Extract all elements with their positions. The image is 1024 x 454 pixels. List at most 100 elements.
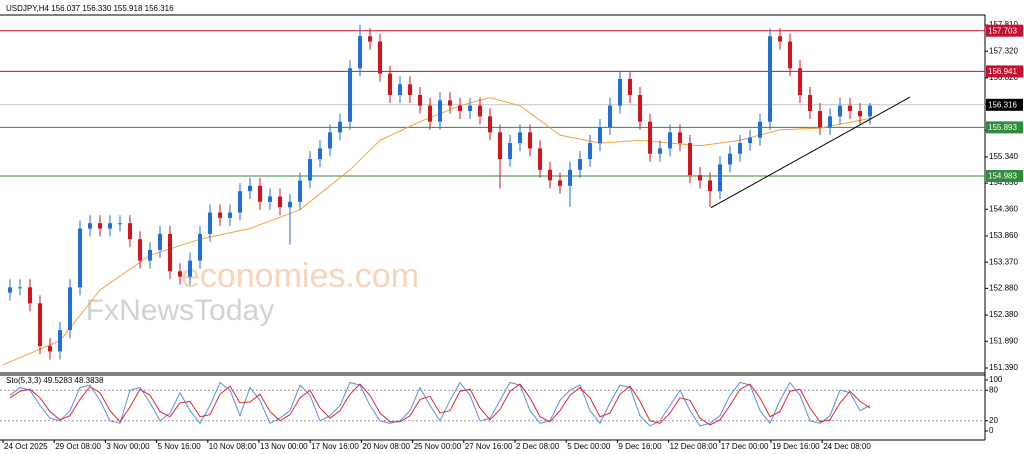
candle-body (48, 346, 52, 352)
candle-body (428, 105, 432, 122)
y-tick-label: 100 (989, 375, 1003, 384)
y-tick-label: 157.320 (989, 46, 1018, 55)
candle-body (208, 212, 212, 234)
candle-body (278, 196, 282, 208)
candle-body (748, 137, 752, 144)
candle-body (688, 143, 692, 176)
y-tick-label: 152.380 (989, 310, 1018, 319)
candle-body (478, 105, 482, 117)
candle-body (628, 78, 632, 95)
watermark: economies.com (181, 257, 419, 295)
candle-body (778, 36, 782, 42)
y-tick-label: 154.850 (989, 178, 1018, 187)
candle-body (268, 196, 272, 202)
level-tag (986, 98, 1023, 111)
level-tag (986, 24, 1023, 37)
candle-body (548, 169, 552, 181)
candle-body (298, 180, 302, 202)
candle-body (828, 116, 832, 128)
candle-body (398, 84, 402, 95)
candle-body (458, 105, 462, 112)
candle-body (408, 84, 412, 95)
candle-body (788, 41, 792, 69)
candle-body (468, 105, 472, 112)
candle-body (848, 105, 852, 112)
candle-body (188, 260, 192, 277)
candle-body (168, 233, 172, 272)
x-tick-label: 25 Nov 00:00 (414, 442, 462, 451)
candle-body (28, 287, 32, 304)
candle-body (838, 105, 842, 117)
y-tick-label: 155.340 (989, 152, 1018, 161)
candle-body (518, 132, 522, 144)
candle-body (498, 132, 502, 160)
level-tag (986, 121, 1023, 134)
candle-body (98, 223, 102, 229)
x-tick-label: 13 Nov 00:00 (260, 442, 308, 451)
stochastic-line (9, 381, 871, 427)
candle-body (618, 78, 622, 106)
candle-body (228, 212, 232, 218)
candle-body (708, 180, 712, 192)
candle-body (588, 143, 592, 160)
candle-body (148, 249, 152, 261)
x-tick-label: 3 Nov 00:00 (106, 442, 150, 451)
candle-body (58, 330, 62, 352)
watermark: FxNewsToday (86, 294, 274, 327)
candle-body (448, 100, 452, 106)
level-tag-label: 154.983 (988, 172, 1017, 181)
level-tag-label: 155.893 (988, 123, 1017, 132)
y-tick-label: 156.820 (989, 73, 1018, 82)
x-tick-label: 20 Nov 08:00 (362, 442, 410, 451)
candle-body (88, 223, 92, 229)
x-tick-label: 24 Dec 08:00 (823, 442, 871, 451)
candle-body (438, 100, 442, 122)
candle-body (568, 169, 572, 186)
candle-body (678, 132, 682, 144)
y-tick-label: 152.880 (989, 283, 1018, 292)
indicator-title: Sto(5,3,3) 49.5283 48.3838 (6, 376, 104, 385)
candle-body (608, 105, 612, 128)
candle-body (308, 159, 312, 181)
candle-body (78, 228, 82, 288)
candle-body (138, 239, 142, 261)
x-tick-label: 17 Dec 00:00 (721, 442, 769, 451)
candle-body (338, 121, 342, 133)
candle-body (378, 41, 382, 74)
x-tick-label: 17 Nov 16:00 (311, 442, 359, 451)
candle-body (198, 233, 202, 261)
trendline (710, 96, 911, 209)
x-tick-label: 5 Dec 00:00 (567, 442, 611, 451)
candle-body (728, 153, 732, 165)
level-tag (986, 65, 1023, 78)
candle-body (118, 223, 122, 225)
x-tick-label: 19 Dec 16:00 (772, 442, 820, 451)
candle-body (8, 287, 12, 293)
candle-body (388, 73, 392, 95)
y-tick-label: 154.360 (989, 204, 1018, 213)
x-tick-label: 27 Nov 16:00 (465, 442, 513, 451)
x-tick-label: 12 Dec 08:00 (670, 442, 718, 451)
stochastic-line (9, 383, 871, 426)
candle-body (18, 287, 22, 289)
candle-body (328, 132, 332, 149)
candle-body (418, 94, 422, 106)
x-tick-label: 5 Nov 16:00 (158, 442, 202, 451)
level-tag-label: 156.941 (988, 67, 1017, 76)
y-tick-label: 153.370 (989, 257, 1018, 266)
y-tick-label: 157.810 (989, 20, 1018, 29)
candle-body (218, 212, 222, 218)
level-tag-label: 156.316 (988, 100, 1017, 109)
candle-body (108, 223, 112, 229)
candle-body (68, 287, 72, 331)
x-tick-label: 29 Oct 08:00 (55, 442, 101, 451)
x-tick-label: 2 Dec 08:00 (516, 442, 560, 451)
candle-body (358, 36, 362, 69)
candle-body (768, 36, 772, 122)
candle-body (368, 36, 372, 42)
candle-body (808, 94, 812, 112)
y-tick-label: 80 (989, 385, 998, 394)
